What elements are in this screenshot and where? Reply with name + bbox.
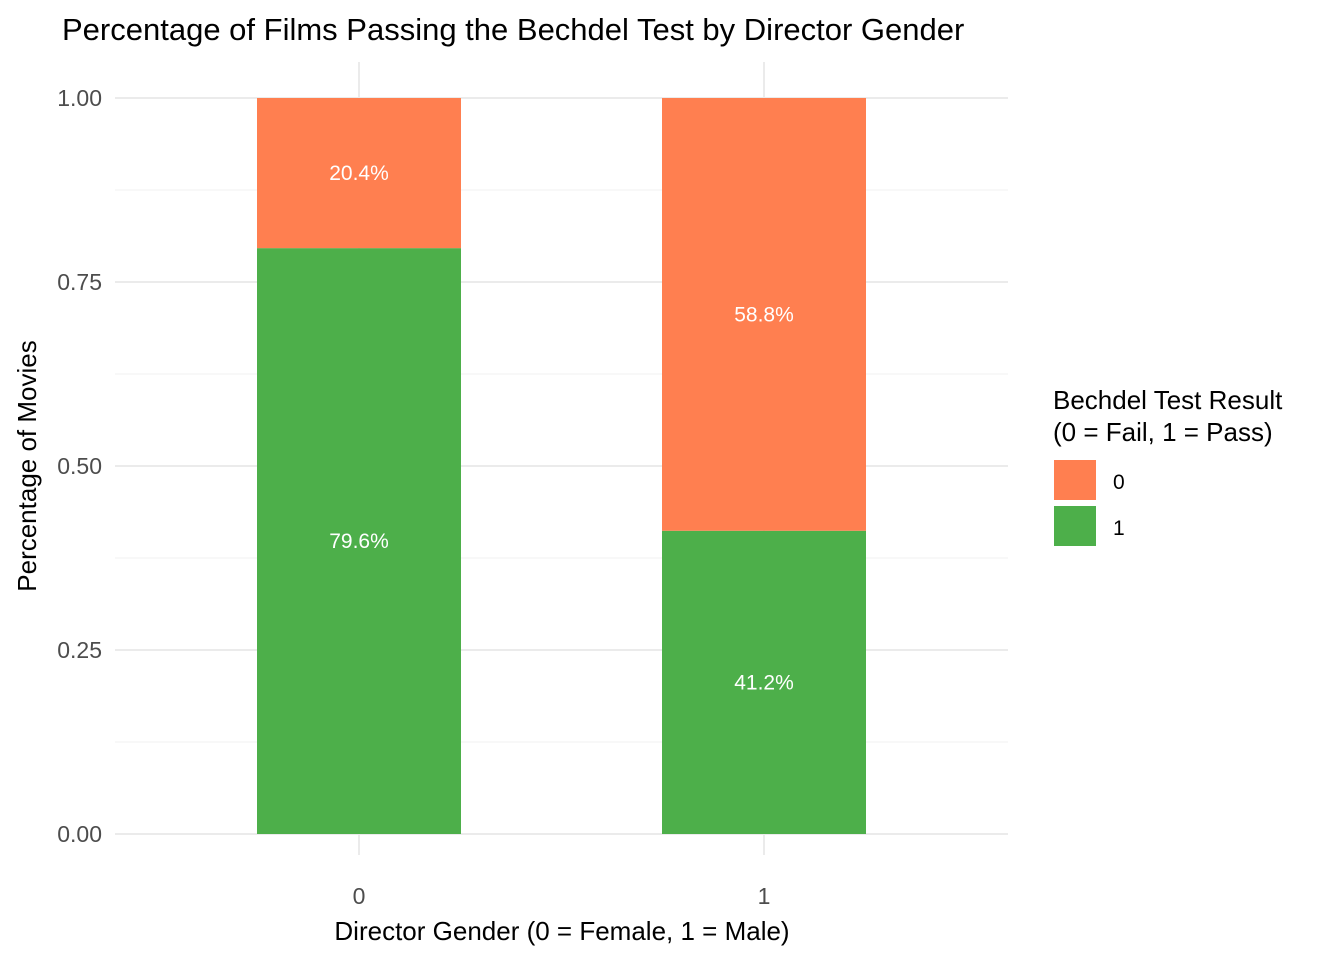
bar-segment-1-1 — [662, 530, 866, 834]
bar-labels: 79.6% 20.4% 41.2% 58.8% — [329, 162, 794, 694]
bar-data-label: 79.6% — [329, 530, 389, 553]
x-tick-label: 0 — [353, 883, 366, 909]
bar-data-label: 20.4% — [329, 162, 389, 185]
bars — [257, 98, 866, 835]
y-tick-label: 0.75 — [57, 269, 102, 295]
bar-segment-0-1 — [257, 248, 461, 835]
legend-swatch — [1054, 506, 1096, 546]
legend-label: 1 — [1113, 517, 1125, 540]
y-tick-label: 0.00 — [57, 821, 102, 847]
legend-title-line2: (0 = Fail, 1 = Pass) — [1053, 417, 1273, 447]
y-axis-title: Percentage of Movies — [12, 340, 42, 591]
legend-label: 0 — [1113, 471, 1125, 494]
y-tick-label: 1.00 — [57, 85, 102, 111]
legend-swatch — [1054, 460, 1096, 500]
y-tick-label: 0.25 — [57, 637, 102, 663]
legend-title-line1: Bechdel Test Result — [1053, 385, 1283, 415]
chart-title: Percentage of Films Passing the Bechdel … — [62, 12, 964, 47]
y-axis-ticks: 0.00 0.25 0.50 0.75 1.00 — [57, 85, 102, 847]
x-axis-title: Director Gender (0 = Female, 1 = Male) — [334, 916, 789, 946]
bar-data-label: 41.2% — [734, 671, 794, 694]
major-gridlines — [115, 62, 1008, 855]
legend-items: 01 — [1054, 460, 1125, 546]
legend: Bechdel Test Result (0 = Fail, 1 = Pass)… — [1053, 385, 1283, 546]
bar-data-label: 58.8% — [734, 303, 794, 326]
y-tick-label: 0.50 — [57, 453, 102, 479]
bar-segment-1-0 — [662, 98, 866, 531]
bar-segment-0-0 — [257, 98, 461, 249]
x-tick-label: 1 — [758, 883, 771, 909]
